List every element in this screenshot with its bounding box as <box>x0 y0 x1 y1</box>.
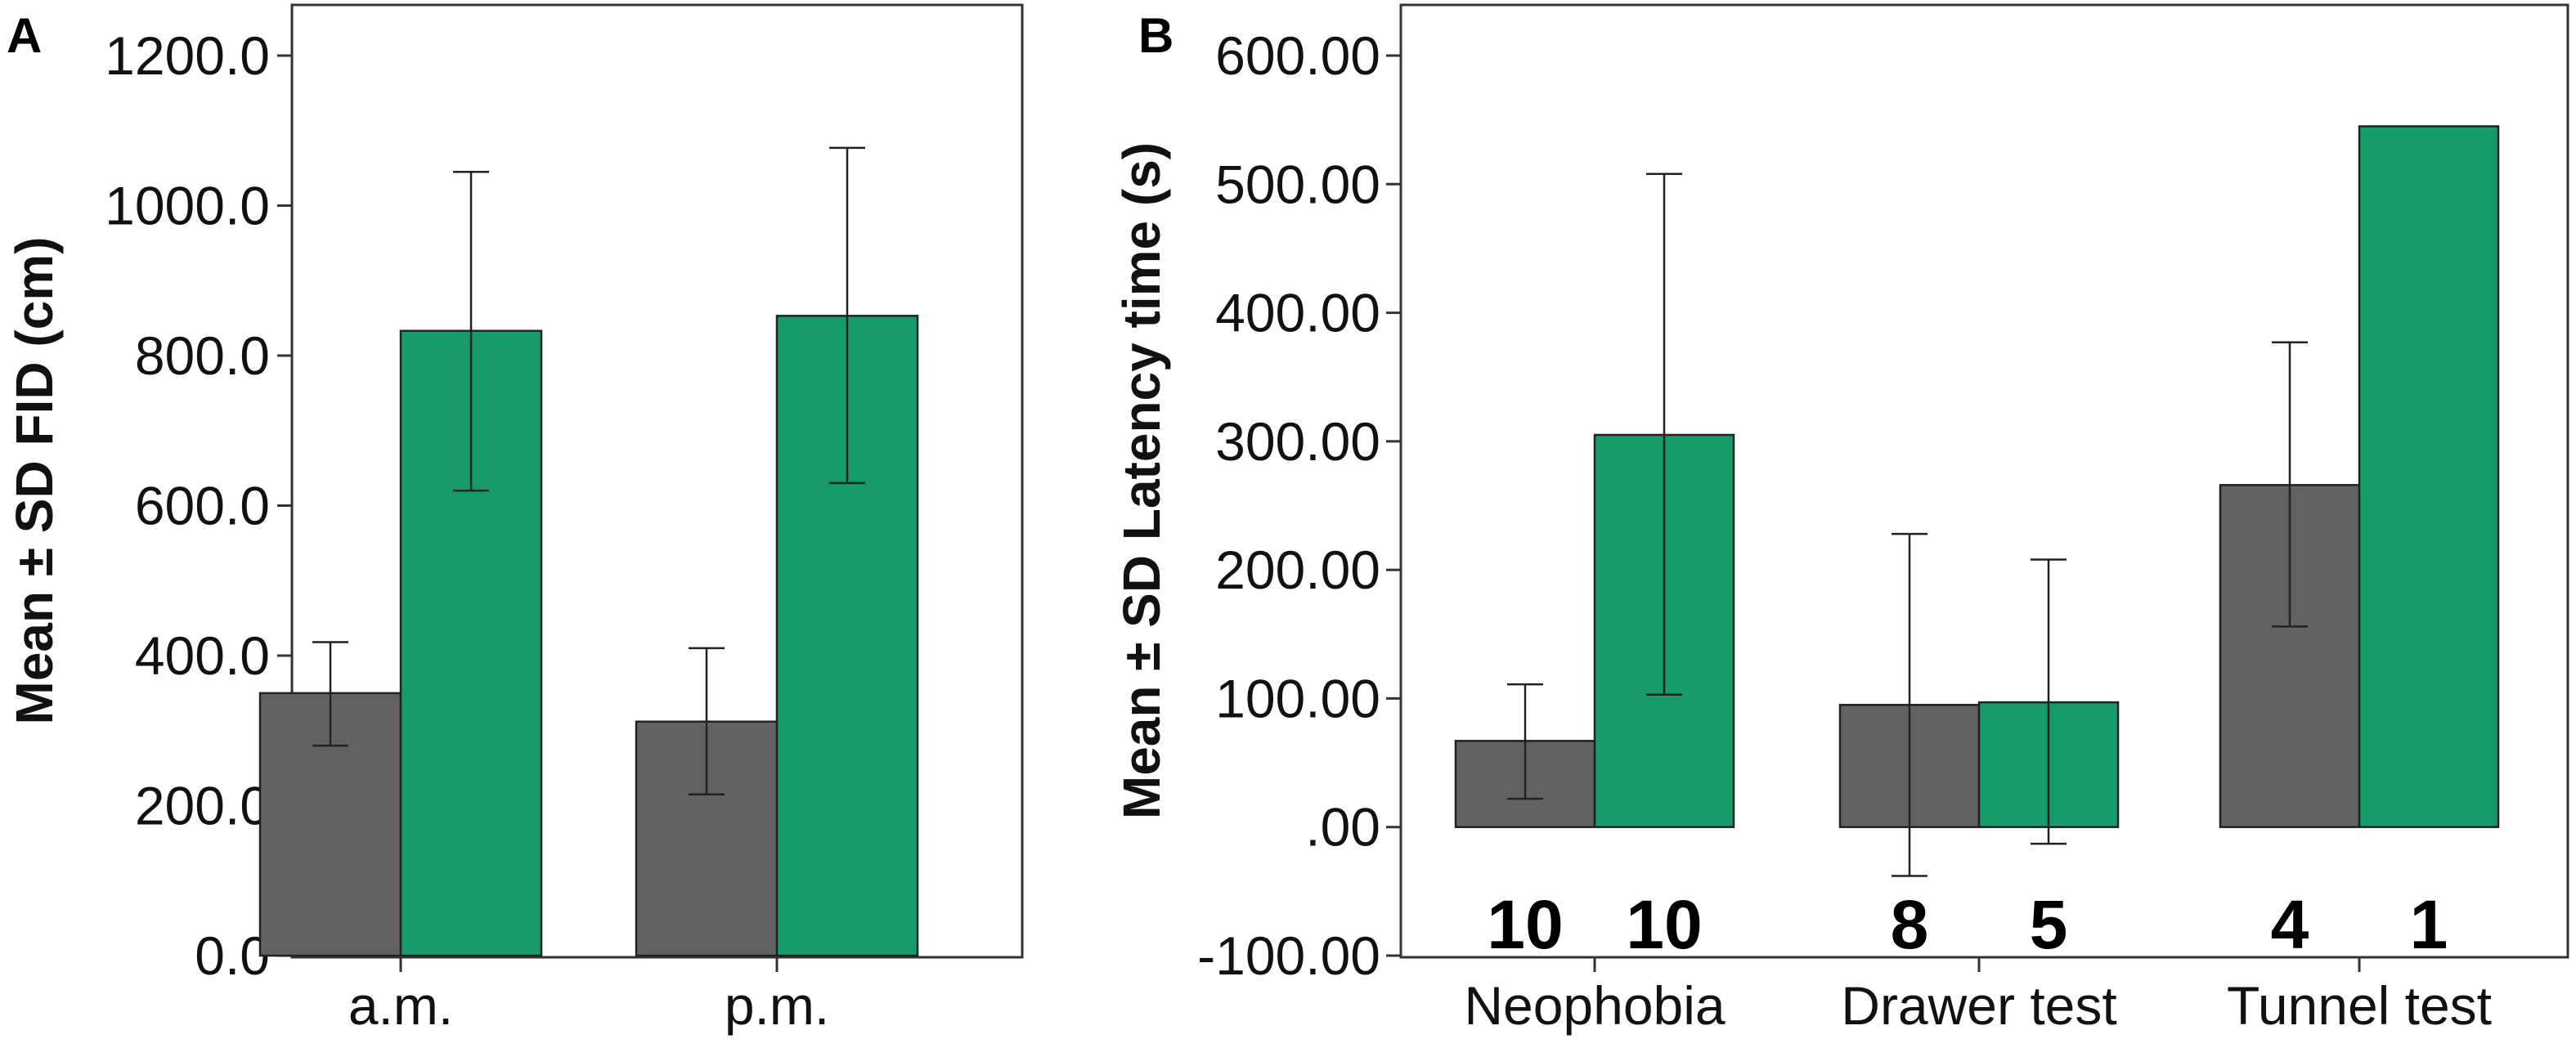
plot-frame-a <box>290 3 1024 959</box>
y-tick-label: 200.00 <box>1215 540 1380 600</box>
bar <box>2358 125 2500 828</box>
sample-size-label: 10 <box>1626 886 1702 963</box>
x-tick-label: a.m. <box>348 975 453 1036</box>
error-bar <box>1892 532 1928 877</box>
x-tick-label: p.m. <box>725 975 829 1036</box>
x-tick-label: Neophobia <box>1464 975 1726 1036</box>
y-tick-label: 800.0 <box>135 325 270 386</box>
chart-a: 0.0 200.0 400.0 600.0 800.0 1000.0 1200.0 a.m. p… <box>105 25 919 1036</box>
error-bar <box>2272 341 2308 628</box>
error-bar <box>453 170 489 492</box>
error-bar <box>2031 558 2067 845</box>
y-tick-label: 300.00 <box>1215 411 1380 472</box>
error-bar <box>1507 683 1543 800</box>
sample-size-label: 4 <box>2271 886 2309 963</box>
x-tick-label: Tunnel test <box>2227 975 2492 1036</box>
y-tick-label: 0.0 <box>195 925 270 986</box>
y-tick-label: 200.0 <box>135 776 270 836</box>
error-bar <box>829 146 865 485</box>
y-tick-label: 600.0 <box>135 476 270 536</box>
y-tick-label: 400.00 <box>1215 283 1380 343</box>
y-tick-label: 100.00 <box>1215 668 1380 728</box>
y-axis-title-a: Mean ± SD FID (cm) <box>5 237 64 725</box>
chart-b: -100.00 .00 100.00 200.00 300.00 400.00 500.00… <box>1197 25 2500 1036</box>
sample-size-label: 10 <box>1487 886 1563 963</box>
error-bar <box>312 641 348 747</box>
y-tick-label: 1200.0 <box>105 25 270 86</box>
sample-size-label: 5 <box>2030 886 2068 963</box>
x-tick-label: Drawer test <box>1841 975 2116 1036</box>
error-bar <box>1646 172 1682 696</box>
y-tick-label: 1000.0 <box>105 176 270 236</box>
y-tick-label: 500.00 <box>1215 154 1380 214</box>
panel-label-a: A <box>7 8 42 63</box>
error-bar <box>689 647 725 795</box>
y-axis-title-b: Mean ± SD Latency time (s) <box>1112 142 1171 819</box>
y-tick-label: 600.00 <box>1215 25 1380 86</box>
sample-size-label: 1 <box>2410 886 2448 963</box>
plot-frame-b <box>1399 3 2569 959</box>
y-tick-label: 400.0 <box>135 625 270 686</box>
panel-label-b: B <box>1138 8 1174 63</box>
y-tick-label: -100.00 <box>1197 925 1380 986</box>
y-tick-label: .00 <box>1305 797 1380 858</box>
bar <box>258 692 402 957</box>
sample-size-label: 8 <box>1891 886 1929 963</box>
